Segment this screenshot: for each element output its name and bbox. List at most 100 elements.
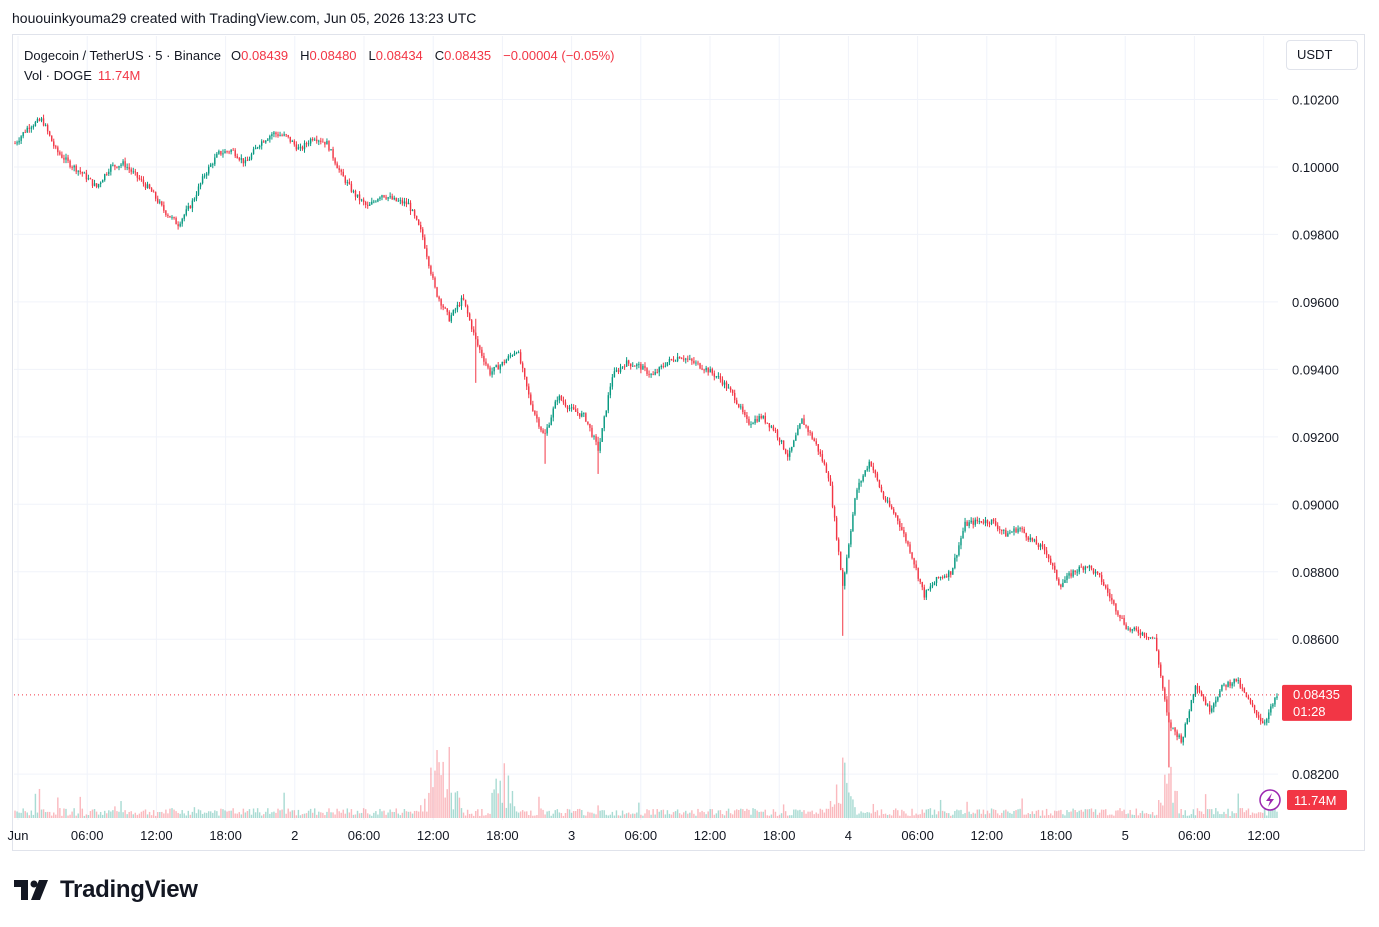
candle-body [1119,614,1121,618]
volume-bar [521,810,524,818]
candle-body [1060,584,1062,587]
volume-bar [1168,773,1170,818]
volume-bar [1141,810,1144,818]
candle-body [548,424,550,428]
volume-bar [28,815,31,818]
volume-bar [809,811,811,818]
candle-body [1100,574,1103,582]
candle-body [46,125,49,132]
candle-body [124,161,126,168]
candle-body [676,356,679,361]
volume-bar [1223,811,1225,818]
candle-body [644,365,646,369]
candle-body [377,198,379,202]
volume-bar [240,814,243,818]
volume-bar [375,811,377,818]
candle-body [1047,554,1050,559]
volume-bar [854,807,856,818]
candle-body [911,552,913,559]
candle-body [22,132,24,137]
candle-body [678,356,681,359]
volume-bar [764,809,766,818]
volume-bar [1184,810,1186,818]
candle-body [1111,597,1113,601]
volume-bar [784,811,787,818]
candle-body [161,201,163,206]
tradingview-logo[interactable]: TradingView [14,876,198,904]
candle-body [658,367,660,373]
candle-body [1001,529,1003,531]
volume-bar [446,789,448,818]
candle-body [336,163,338,169]
volume-bar [1088,809,1091,818]
volume-bar [1272,808,1274,818]
candle-body [515,352,518,354]
volume-label[interactable]: Vol · DOGE [24,68,92,83]
volume-bar [858,813,860,818]
volume-bar [373,812,375,818]
candle-body [338,168,340,170]
candle-body [1084,566,1087,570]
candle-body [1098,573,1101,575]
candle-body [523,368,526,377]
volume-bar [742,809,744,818]
symbol-title[interactable]: Dogecoin / TetherUS · 5 · Binance [24,48,222,63]
candle-body [405,201,408,205]
candle-body [271,134,273,136]
candle-body [387,197,389,199]
volume-bar [758,811,760,818]
candle-body [240,158,243,160]
candle-body [362,199,365,203]
candle-body [505,359,508,364]
volume-bar [1129,809,1131,818]
candle-body [1155,637,1158,651]
volume-bar [428,792,430,818]
volume-bar [20,812,22,818]
candle-body [104,174,106,181]
volume-bar [589,812,591,818]
volume-bar [1056,811,1058,818]
candle-body [1033,539,1036,541]
volume-bar [652,809,654,818]
volume-bar [634,813,636,818]
candle-body [939,577,942,578]
volume-bar [691,810,693,818]
currency-button[interactable]: USDT [1286,40,1358,70]
volume-bar [774,811,777,818]
volume-bar [87,815,90,818]
candle-body [81,172,84,174]
candle-body [652,374,654,375]
candle-body [28,127,31,129]
candle-body [234,150,236,157]
volume-bar [14,810,16,818]
candle-body [207,166,210,174]
candle-body [1037,544,1040,548]
lightning-icon[interactable] [1259,789,1281,811]
candle-body [1062,582,1064,587]
volume-bar [173,809,175,818]
candle-body [736,400,738,405]
candle-body [1194,685,1197,695]
candle-body [1151,637,1154,639]
volume-bar [1023,814,1025,818]
volume-bar [38,788,41,818]
volume-bar [623,814,626,818]
volume-bar [183,813,185,818]
y-tick-label: 0.08200 [1292,767,1339,782]
candle-body [1184,724,1186,737]
candle-body [754,419,756,424]
candle-body [925,590,928,598]
candle-body [177,224,179,227]
candle-body [1231,683,1233,686]
candle-body [450,315,453,322]
candle-body [297,147,300,150]
volume-bar [201,813,204,818]
volume-bar [128,811,130,818]
volume-bar [558,812,561,818]
candle-body [899,520,901,528]
candle-body [434,277,436,288]
volume-bar [727,808,730,818]
volume-bar [83,815,86,818]
candle-body [572,407,575,410]
